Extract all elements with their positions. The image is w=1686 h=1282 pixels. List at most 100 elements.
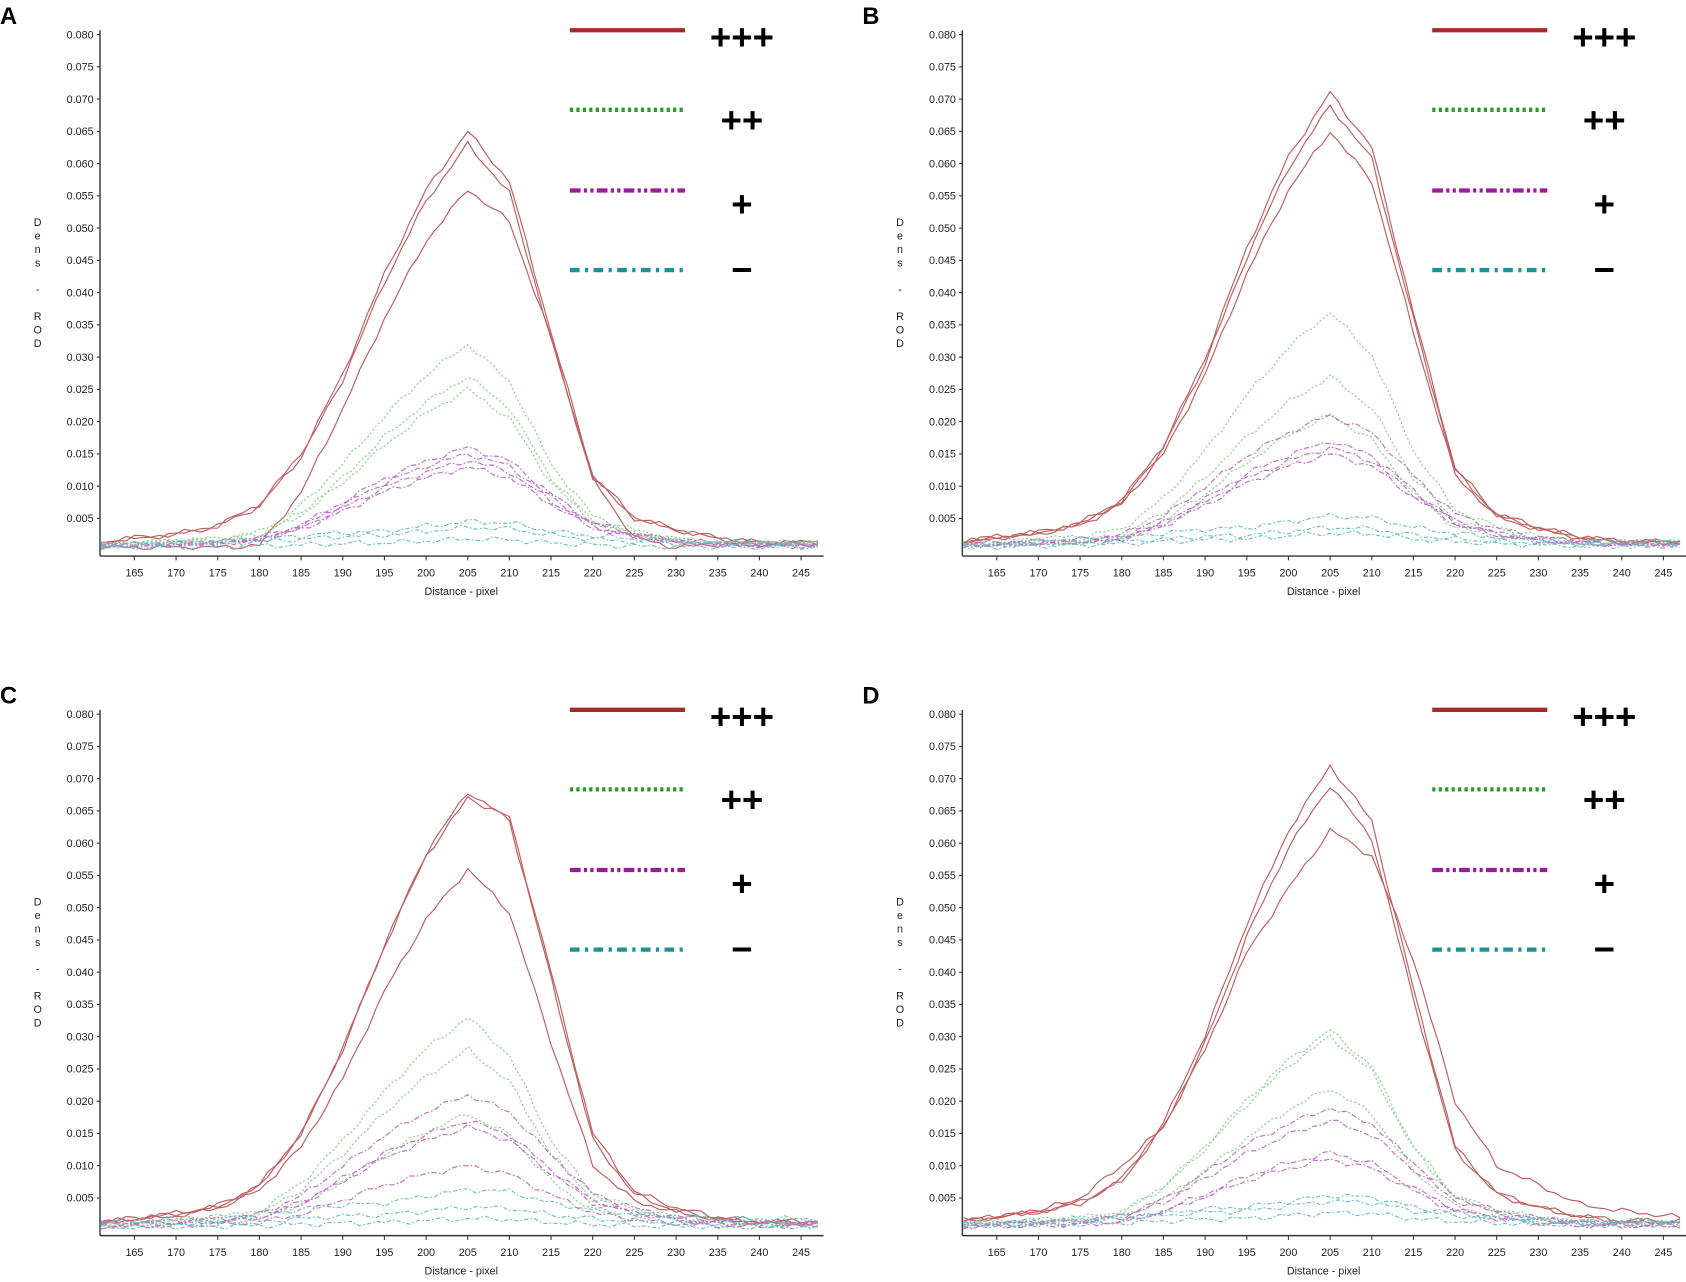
x-tick-label: 205 bbox=[459, 1247, 477, 1259]
x-tick-label: 195 bbox=[1238, 567, 1256, 579]
x-tick-label: 180 bbox=[250, 567, 268, 579]
y-tick-label: 0.010 bbox=[67, 1160, 94, 1172]
series-line-moderate bbox=[963, 312, 1681, 545]
series-line-weak bbox=[100, 1120, 818, 1228]
y-tick-label: 0.015 bbox=[929, 1128, 956, 1140]
legend-label: ++ bbox=[1583, 779, 1626, 820]
y-tick-label: 0.020 bbox=[929, 416, 956, 428]
legend-label: +++ bbox=[1572, 696, 1636, 737]
series-line-weak bbox=[963, 442, 1681, 547]
series-line-strong bbox=[963, 131, 1681, 546]
series-line-negative bbox=[100, 536, 818, 551]
series-line-negative bbox=[100, 1205, 819, 1228]
y-tick-label: 0.080 bbox=[67, 709, 94, 721]
series-line-strong bbox=[100, 190, 818, 551]
series-line-negative bbox=[963, 530, 1681, 551]
x-tick-label: 195 bbox=[1238, 1247, 1256, 1259]
x-tick-label: 175 bbox=[209, 1247, 227, 1259]
series-line-strong bbox=[100, 130, 818, 547]
x-tick-label: 175 bbox=[209, 567, 227, 579]
series-line-moderate bbox=[100, 1114, 818, 1230]
chart-panel-a: A 0.005 0.010 0.015 0.020 0.025 0.030 0.035 0.04… bbox=[0, 4, 824, 598]
y-tick-label: 0.080 bbox=[67, 29, 94, 41]
chart-panel-c: C 0.005 0.010 0.015 0.020 0.025 0.030 0.035 0.04… bbox=[0, 683, 824, 1277]
x-axis-title: Distance - pixel bbox=[425, 586, 499, 598]
y-tick-label: 0.080 bbox=[929, 29, 956, 41]
y-tick-label: 0.015 bbox=[929, 449, 956, 461]
y-tick-label: 0.055 bbox=[67, 870, 94, 882]
y-tick-label: 0.060 bbox=[67, 838, 94, 850]
series-line-weak bbox=[963, 445, 1681, 549]
y-tick-label: 0.070 bbox=[67, 773, 94, 785]
series-line-weak bbox=[963, 1107, 1681, 1227]
legend-label: − bbox=[731, 928, 752, 969]
x-tick-label: 165 bbox=[988, 567, 1006, 579]
series-line-moderate bbox=[101, 1017, 818, 1226]
y-tick-label: 0.050 bbox=[929, 223, 956, 235]
x-tick-label: 245 bbox=[1654, 567, 1672, 579]
series-line-strong bbox=[963, 104, 1681, 546]
y-tick-label: 0.040 bbox=[67, 967, 94, 979]
x-tick-label: 205 bbox=[1321, 567, 1339, 579]
series-line-weak bbox=[963, 453, 1681, 548]
series-line-strong bbox=[100, 795, 818, 1225]
x-tick-label: 235 bbox=[709, 567, 727, 579]
y-tick-label: 0.045 bbox=[929, 935, 956, 947]
x-tick-label: 245 bbox=[1654, 1247, 1672, 1259]
y-tick-label: 0.080 bbox=[929, 709, 956, 721]
y-tick-label: 0.030 bbox=[929, 1031, 956, 1043]
series-line-weak bbox=[963, 1158, 1681, 1230]
series-line-moderate bbox=[100, 377, 818, 548]
y-tick-label: 0.030 bbox=[67, 352, 94, 364]
y-tick-label: 0.060 bbox=[67, 158, 94, 170]
y-tick-label: 0.050 bbox=[929, 902, 956, 914]
y-tick-label: 0.075 bbox=[67, 741, 94, 753]
x-tick-label: 185 bbox=[292, 567, 310, 579]
series-line-weak bbox=[963, 413, 1681, 546]
series-line-weak bbox=[100, 1165, 818, 1230]
x-tick-label: 230 bbox=[667, 1247, 685, 1259]
series-line-weak bbox=[963, 1150, 1681, 1230]
series-line-negative bbox=[100, 524, 818, 549]
y-tick-label: 0.030 bbox=[929, 352, 956, 364]
y-tick-label: 0.005 bbox=[67, 513, 94, 525]
y-tick-label: 0.075 bbox=[67, 62, 94, 74]
series-line-weak bbox=[101, 1093, 818, 1226]
x-tick-label: 170 bbox=[1029, 567, 1047, 579]
series-line-negative bbox=[100, 1188, 818, 1224]
y-tick-label: 0.010 bbox=[67, 481, 94, 493]
x-tick-label: 215 bbox=[1404, 1247, 1422, 1259]
x-tick-label: 180 bbox=[1113, 1247, 1131, 1259]
y-tick-label: 0.025 bbox=[67, 384, 94, 396]
x-tick-label: 185 bbox=[292, 1247, 310, 1259]
y-tick-label: 0.065 bbox=[929, 126, 956, 138]
y-tick-label: 0.070 bbox=[67, 94, 94, 106]
x-tick-label: 170 bbox=[167, 1247, 185, 1259]
y-tick-label: 0.065 bbox=[929, 806, 956, 818]
x-tick-label: 195 bbox=[375, 1247, 393, 1259]
series-line-moderate bbox=[100, 343, 818, 547]
x-tick-label: 240 bbox=[1613, 567, 1631, 579]
legend-label: ++ bbox=[721, 99, 764, 140]
series-line-moderate bbox=[963, 1034, 1681, 1227]
series-line-strong bbox=[963, 787, 1681, 1224]
x-tick-label: 230 bbox=[1529, 1247, 1547, 1259]
series-line-negative bbox=[963, 1193, 1681, 1226]
series-line-moderate bbox=[963, 1029, 1681, 1227]
x-tick-label: 170 bbox=[167, 567, 185, 579]
y-tick-label: 0.025 bbox=[67, 1064, 94, 1076]
y-tick-label: 0.020 bbox=[67, 1096, 94, 1108]
y-tick-label: 0.040 bbox=[929, 967, 956, 979]
y-tick-label: 0.015 bbox=[67, 449, 94, 461]
legend-label: + bbox=[1594, 863, 1615, 904]
series-line-moderate bbox=[963, 374, 1681, 549]
series-line-strong bbox=[963, 827, 1681, 1222]
x-tick-label: 190 bbox=[1196, 1247, 1214, 1259]
x-tick-label: 210 bbox=[1363, 1247, 1381, 1259]
x-tick-label: 200 bbox=[1279, 1247, 1297, 1259]
series-line-negative bbox=[963, 1199, 1681, 1227]
